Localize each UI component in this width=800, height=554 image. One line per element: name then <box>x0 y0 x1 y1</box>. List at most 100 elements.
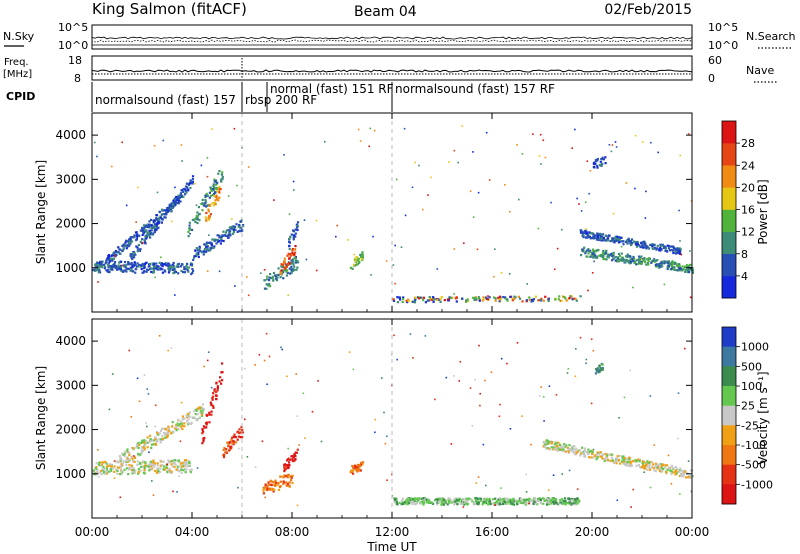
echo-cell <box>554 298 557 301</box>
echo-cell <box>153 219 156 222</box>
echo-cell <box>351 464 354 468</box>
echo-cell <box>188 228 191 232</box>
echo-cell <box>98 461 101 464</box>
echo-cell <box>542 441 545 444</box>
echo-cell <box>582 450 585 453</box>
echo-cell <box>221 175 224 178</box>
echo-cell <box>575 498 578 501</box>
echo-cell <box>209 401 212 404</box>
echo-cell <box>614 256 617 259</box>
echo-cell <box>158 211 161 214</box>
echo-cell <box>585 358 588 361</box>
echo-cell <box>592 349 595 352</box>
echo-cell <box>111 165 113 168</box>
echo-cell <box>159 467 162 470</box>
echo-cell <box>128 454 131 457</box>
echo-cell <box>155 262 158 265</box>
echo-cell <box>601 367 604 370</box>
echo-cell <box>142 224 146 227</box>
echo-cell <box>262 488 265 491</box>
echo-cell <box>509 295 512 298</box>
nsky-frame <box>91 24 693 50</box>
echo-cell <box>559 448 562 451</box>
echo-cell <box>618 454 621 457</box>
echo-cell <box>653 469 656 472</box>
echo-cell <box>220 180 223 183</box>
echo-cell <box>662 246 666 249</box>
echo-cell <box>616 259 619 262</box>
echo-cell <box>374 431 376 434</box>
echo-cell <box>141 238 144 241</box>
echo-cell <box>263 279 266 282</box>
echo-cell <box>232 225 235 228</box>
echo-cell <box>359 140 362 142</box>
echo-cell <box>185 182 188 185</box>
echo-cell <box>123 460 126 463</box>
echo-cell <box>581 248 584 251</box>
echo-cell <box>354 260 357 263</box>
echo-cell <box>641 258 645 261</box>
echo-cell <box>179 200 182 203</box>
echo-cell <box>263 486 266 489</box>
echo-cell <box>680 253 683 256</box>
echo-cell <box>612 251 615 254</box>
echo-cell <box>588 235 592 238</box>
echo-cell <box>189 182 192 185</box>
echo-cell <box>545 503 549 506</box>
echo-cell <box>154 443 158 446</box>
echo-cell <box>194 220 197 223</box>
echo-cell <box>543 420 545 422</box>
echo-cell <box>649 486 652 489</box>
echo-cell <box>140 441 143 444</box>
echo-cell <box>632 286 634 289</box>
echo-cell <box>583 246 586 249</box>
echo-cell <box>623 258 626 261</box>
echo-cell <box>679 467 682 470</box>
echo-cell <box>525 473 527 476</box>
echo-cell <box>239 435 242 439</box>
echo-cell <box>589 450 592 453</box>
x-tick-label: 00:00 <box>75 525 110 539</box>
echo-cell <box>556 247 559 250</box>
echo-cell <box>592 448 595 451</box>
echo-cell <box>237 225 240 228</box>
echo-cell <box>213 389 216 392</box>
echo-cell <box>530 443 532 446</box>
echo-cell <box>217 240 220 243</box>
echo-cell <box>148 469 151 472</box>
echo-cell <box>627 240 630 243</box>
echo-cell <box>225 451 228 454</box>
echo-cell <box>117 246 120 249</box>
freq-tick-top: 18 <box>68 54 82 67</box>
echo-cell <box>175 423 178 426</box>
freq-tick-bottom: 8 <box>74 72 81 85</box>
echo-cell <box>672 245 675 248</box>
echo-cell <box>671 265 674 268</box>
echo-cell <box>208 191 211 194</box>
echo-cell <box>105 465 109 468</box>
echo-cell <box>152 461 155 464</box>
echo-cell <box>178 198 181 201</box>
echo-cell <box>280 263 283 266</box>
echo-cell <box>556 449 559 452</box>
echo-cell <box>197 248 200 251</box>
velocity-ylabel: Slant Range [km] <box>34 366 48 470</box>
echo-cell <box>546 442 549 445</box>
echo-cell <box>620 258 623 261</box>
echo-cell <box>226 441 229 444</box>
echo-cell <box>170 432 173 435</box>
echo-cell <box>607 256 610 259</box>
echo-cell <box>593 236 596 239</box>
echo-cell <box>542 502 545 505</box>
cpid-label: CPID <box>6 90 35 103</box>
echo-cell <box>587 233 590 236</box>
echo-cell <box>595 249 598 252</box>
echo-cell <box>519 498 523 501</box>
echo-cell <box>121 269 124 272</box>
echo-cell <box>361 256 364 259</box>
echo-cell <box>146 425 148 428</box>
echo-cell <box>233 225 237 229</box>
echo-cell <box>277 267 280 270</box>
echo-cell <box>95 466 98 469</box>
echo-cell <box>412 357 414 359</box>
